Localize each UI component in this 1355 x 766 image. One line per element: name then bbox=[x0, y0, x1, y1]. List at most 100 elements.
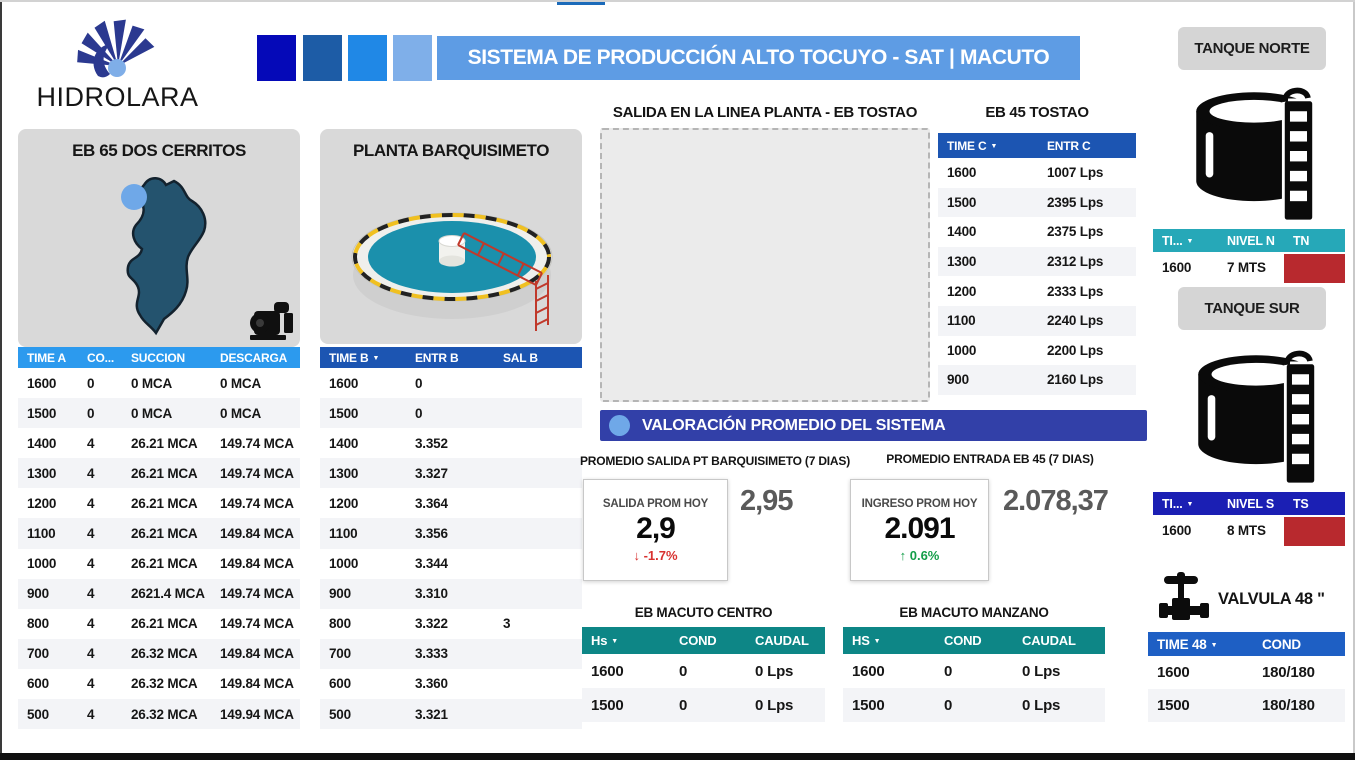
table-cell: 26.32 MCA bbox=[131, 646, 198, 662]
table-row[interactable]: 900 3.310 bbox=[320, 578, 582, 609]
valvula-table-header: TIME 48 ▼ COND bbox=[1148, 632, 1345, 656]
table-row[interactable]: 1300 4 26.21 MCA 149.74 MCA bbox=[18, 458, 300, 489]
column-header-time-b[interactable]: TIME B ▼ bbox=[329, 350, 380, 365]
column-header-time-c[interactable]: TIME C ▼ bbox=[947, 138, 998, 153]
column-header-descarga[interactable]: DESCARGA bbox=[220, 350, 288, 365]
column-header-hs[interactable]: HS ▼ bbox=[852, 633, 881, 648]
table-cell: 26.21 MCA bbox=[131, 526, 198, 542]
table-row[interactable]: 1600 0 0 Lps bbox=[582, 654, 825, 688]
column-header-caudal[interactable]: CAUDAL bbox=[1022, 633, 1076, 648]
column-header-nivel-n[interactable]: NIVEL N bbox=[1227, 233, 1275, 248]
logo-text: HIDROLARA bbox=[36, 82, 199, 112]
table-row[interactable]: 1000 4 26.21 MCA 149.84 MCA bbox=[18, 548, 300, 579]
kpi-salida-card[interactable]: SALIDA PROM HOY 2,9 ↓ -1.7% bbox=[583, 479, 728, 581]
column-header-co[interactable]: CO... bbox=[87, 350, 115, 365]
sort-icon[interactable]: ▼ bbox=[1186, 238, 1194, 245]
table-cell: 1300 bbox=[27, 465, 57, 481]
table-cell: 500 bbox=[329, 706, 351, 722]
column-header-entr-c[interactable]: ENTR C bbox=[1047, 138, 1091, 153]
table-row[interactable]: 1600 180/180 bbox=[1148, 656, 1345, 689]
column-header-sal-b[interactable]: SAL B bbox=[503, 350, 538, 365]
table-row[interactable]: 700 4 26.32 MCA 149.84 MCA bbox=[18, 638, 300, 669]
table-row[interactable]: 700 3.333 bbox=[320, 638, 582, 669]
column-header-ts[interactable]: TS bbox=[1293, 496, 1309, 511]
table-row[interactable]: 1200 3.364 bbox=[320, 488, 582, 519]
sort-icon[interactable]: ▼ bbox=[1186, 501, 1194, 508]
table-cell: 149.94 MCA bbox=[220, 706, 294, 722]
table-row[interactable]: 1500 0 0 Lps bbox=[582, 688, 825, 722]
table-row[interactable]: 1100 4 26.21 MCA 149.84 MCA bbox=[18, 518, 300, 549]
column-header-succion[interactable]: SUCCION bbox=[131, 350, 185, 365]
column-header-cond[interactable]: COND bbox=[679, 633, 717, 648]
table-row[interactable]: 800 4 26.21 MCA 149.74 MCA bbox=[18, 608, 300, 639]
table-row[interactable]: 900 2160 Lps bbox=[938, 365, 1136, 395]
table-row[interactable]: 1500 0 bbox=[320, 398, 582, 429]
table-cell: 26.32 MCA bbox=[131, 676, 198, 692]
table-row[interactable]: 1600 8 MTS bbox=[1153, 515, 1345, 546]
column-header-cond[interactable]: COND bbox=[1262, 636, 1301, 652]
table-cell: 900 bbox=[27, 586, 49, 602]
column-header-caudal[interactable]: CAUDAL bbox=[755, 633, 809, 648]
column-header-tn[interactable]: TN bbox=[1293, 233, 1310, 248]
table-row[interactable]: 1300 2312 Lps bbox=[938, 246, 1136, 277]
table-row[interactable]: 1200 2333 Lps bbox=[938, 276, 1136, 306]
table-cell: 0 bbox=[415, 405, 423, 421]
sort-icon[interactable]: ▼ bbox=[372, 355, 380, 362]
table-cell: 149.74 MCA bbox=[220, 616, 294, 632]
eb65-panel[interactable]: EB 65 DOS CERRITOS bbox=[18, 129, 300, 347]
location-dot bbox=[121, 184, 147, 210]
table-row[interactable]: 1000 2200 Lps bbox=[938, 335, 1136, 366]
column-header-hs[interactable]: Hs ▼ bbox=[591, 633, 618, 648]
table-row[interactable]: 1000 3.344 bbox=[320, 548, 582, 579]
table-row[interactable]: 1600 0 0 Lps bbox=[843, 654, 1105, 688]
table-row[interactable]: 1400 4 26.21 MCA 149.74 MCA bbox=[18, 428, 300, 459]
column-header-time-a[interactable]: TIME A bbox=[27, 350, 67, 365]
column-header-time-48[interactable]: TIME 48 ▼ bbox=[1157, 636, 1218, 652]
table-row[interactable]: 900 4 2621.4 MCA 149.74 MCA bbox=[18, 578, 300, 609]
table-row[interactable]: 1600 7 MTS bbox=[1153, 252, 1345, 283]
table-cell: 1600 bbox=[1162, 260, 1192, 275]
table-cell: 149.74 MCA bbox=[220, 435, 294, 451]
column-header-ti[interactable]: TI... ▼ bbox=[1162, 496, 1194, 511]
macuto-manzano-table-body: 1600 0 0 Lps 1500 0 0 Lps bbox=[843, 654, 1105, 722]
table-row[interactable]: 1400 2375 Lps bbox=[938, 217, 1136, 247]
table-row[interactable]: 500 4 26.32 MCA 149.94 MCA bbox=[18, 699, 300, 730]
table-row[interactable]: 1200 4 26.21 MCA 149.74 MCA bbox=[18, 488, 300, 519]
table-cell: 149.74 MCA bbox=[220, 465, 294, 481]
table-row[interactable]: 600 4 26.32 MCA 149.84 MCA bbox=[18, 668, 300, 700]
tanque-norte-button[interactable]: TANQUE NORTE bbox=[1178, 27, 1326, 70]
column-header-nivel-s[interactable]: NIVEL S bbox=[1227, 496, 1274, 511]
column-header-entr-b[interactable]: ENTR B bbox=[415, 350, 459, 365]
kpi-entrada-card[interactable]: INGRESO PROM HOY 2.091 ↑ 0.6% bbox=[850, 479, 989, 581]
salida-linea-chart-placeholder[interactable] bbox=[600, 128, 930, 402]
table-row[interactable]: 1300 3.327 bbox=[320, 458, 582, 489]
table-cell: 2395 Lps bbox=[1047, 194, 1104, 210]
accent-square-3 bbox=[348, 35, 387, 81]
table-row[interactable]: 500 3.321 bbox=[320, 699, 582, 730]
column-header-ti[interactable]: TI... ▼ bbox=[1162, 233, 1194, 248]
tanque-sur-button[interactable]: TANQUE SUR bbox=[1178, 287, 1326, 330]
table-cell: 1100 bbox=[947, 313, 976, 329]
table-row[interactable]: 1100 2240 Lps bbox=[938, 305, 1136, 336]
table-row[interactable]: 600 3.360 bbox=[320, 668, 582, 700]
table-cell: 1500 bbox=[27, 405, 57, 421]
sort-icon[interactable]: ▼ bbox=[873, 638, 881, 645]
table-row[interactable]: 1600 1007 Lps bbox=[938, 158, 1136, 188]
sort-icon[interactable]: ▼ bbox=[990, 143, 998, 150]
table-row[interactable]: 1500 0 0 Lps bbox=[843, 688, 1105, 722]
table-row[interactable]: 1100 3.356 bbox=[320, 518, 582, 549]
table-row[interactable]: 1500 2395 Lps bbox=[938, 187, 1136, 218]
table-row[interactable]: 1600 0 0 MCA 0 MCA bbox=[18, 368, 300, 399]
table-row[interactable]: 800 3.322 3 bbox=[320, 608, 582, 639]
table-row[interactable]: 1400 3.352 bbox=[320, 428, 582, 459]
table-row[interactable]: 1500 0 0 MCA 0 MCA bbox=[18, 398, 300, 429]
table-row[interactable]: 1500 180/180 bbox=[1148, 689, 1345, 722]
sort-icon[interactable]: ▼ bbox=[1210, 641, 1218, 649]
column-header-cond[interactable]: COND bbox=[944, 633, 982, 648]
table-cell: 0 MCA bbox=[131, 405, 173, 421]
tanque-sur-table-header: TI... ▼ NIVEL S TS bbox=[1153, 492, 1345, 515]
sort-icon[interactable]: ▼ bbox=[611, 638, 618, 645]
planta-panel[interactable]: PLANTA BARQUISIMETO bbox=[320, 129, 582, 344]
valvula-table: TIME 48 ▼ COND 1600 180/180 1500 180/180 bbox=[1148, 632, 1345, 722]
table-row[interactable]: 1600 0 bbox=[320, 368, 582, 399]
